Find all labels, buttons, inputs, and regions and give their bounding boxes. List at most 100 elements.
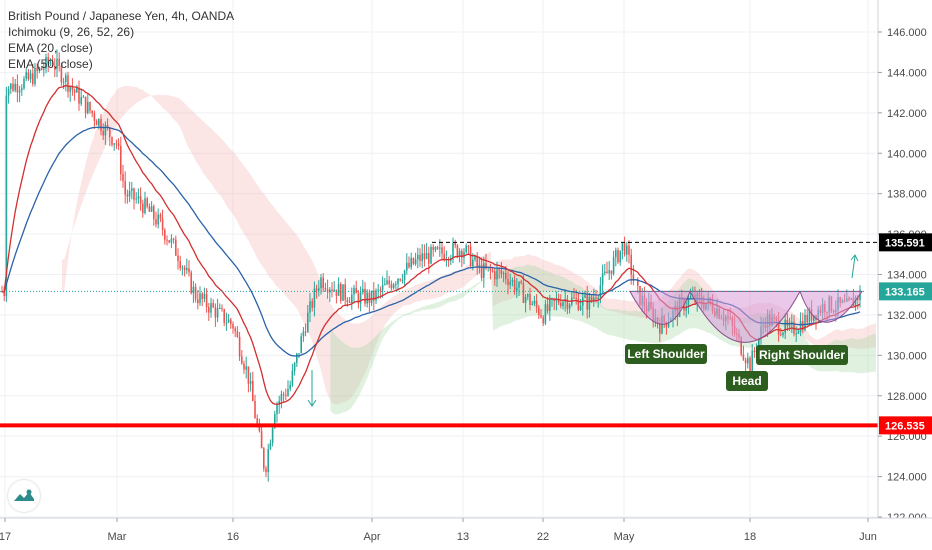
candle-body	[271, 427, 274, 444]
candle-body	[518, 281, 520, 288]
candle-body	[265, 468, 267, 473]
candle-body	[454, 243, 456, 246]
candle-body	[337, 283, 340, 296]
candle-body	[632, 274, 635, 280]
candle-body	[808, 308, 811, 323]
candle-body	[597, 297, 599, 300]
candle-body	[791, 321, 793, 324]
candle-body	[43, 68, 45, 70]
candle-body	[386, 280, 388, 285]
candle-body	[522, 283, 525, 303]
price-tick-label: 138.000	[887, 189, 927, 201]
pattern-shape	[799, 290, 863, 323]
candle-body	[480, 264, 483, 279]
down-arrow-icon	[307, 370, 317, 407]
candle-body	[208, 306, 210, 313]
candle-body	[425, 253, 428, 260]
candle-body	[153, 206, 155, 220]
candle-body	[73, 89, 76, 93]
candle-body	[155, 219, 157, 225]
candle-body	[529, 294, 531, 305]
candle-body	[7, 88, 10, 96]
candle-body	[432, 246, 434, 251]
candle-body	[489, 267, 492, 271]
candle-body	[747, 357, 749, 364]
head-label: Head	[726, 371, 768, 391]
candle-body	[538, 307, 540, 316]
candle-body	[588, 296, 591, 310]
candle-body	[509, 281, 511, 285]
candle-body	[137, 196, 140, 199]
candle-body	[749, 357, 751, 373]
candle-body	[797, 331, 800, 334]
candle-body	[238, 336, 241, 357]
candle-body	[366, 292, 368, 304]
candle-body	[784, 319, 786, 333]
candle-body	[324, 288, 327, 290]
candle-body	[786, 319, 789, 326]
candle-body	[659, 324, 661, 334]
candle-body	[441, 247, 443, 254]
candle-body	[274, 414, 276, 428]
candle-body	[557, 298, 560, 303]
candle-body	[601, 273, 604, 286]
candle-body	[392, 284, 395, 289]
horizontal-lines[interactable]	[0, 241, 878, 428]
candle-body	[87, 102, 89, 113]
candle-body	[285, 394, 287, 396]
candle-body	[661, 315, 663, 334]
candle-body	[309, 301, 311, 313]
candle-body	[210, 303, 212, 313]
candle-body	[573, 297, 575, 299]
candle-body	[500, 270, 503, 274]
candle-body	[483, 263, 485, 279]
candle-body	[619, 250, 621, 263]
candle-body	[194, 286, 197, 300]
candle-body	[544, 304, 547, 324]
candle-body	[423, 253, 426, 260]
candle-body	[144, 198, 146, 214]
candle-body	[590, 296, 593, 301]
candle-body	[577, 298, 580, 310]
candle-body	[443, 253, 445, 261]
candle-body	[188, 268, 190, 273]
time-axis[interactable]: 17 Mar 16 Apr 13 22 May 18 Jun	[0, 517, 932, 550]
price-tick-label: 140.000	[887, 148, 927, 160]
candle-body	[278, 400, 280, 405]
candle-body	[388, 280, 390, 285]
left-shoulder-label: Left Shoulder	[625, 344, 707, 364]
candle-body	[304, 331, 307, 333]
tradingview-logo[interactable]	[8, 480, 40, 512]
candle-body	[276, 404, 278, 415]
candle-body	[47, 57, 49, 64]
candle-body	[621, 243, 624, 251]
candle-body	[753, 350, 756, 353]
candle-body	[507, 279, 509, 285]
candle-body	[491, 270, 494, 272]
price-axis[interactable]: 146.000144.000142.000140.000138.000136.0…	[877, 0, 932, 524]
candle-body	[857, 296, 859, 301]
candle-body	[139, 196, 142, 204]
candle-body	[474, 256, 476, 260]
price-tick-label: 130.000	[887, 350, 927, 362]
candle-body	[205, 293, 208, 307]
time-tick-label: 16	[227, 531, 239, 543]
current-price-tag: 133.165	[879, 282, 932, 301]
candle-body	[98, 118, 100, 126]
candle-body	[373, 290, 375, 301]
candle-body	[436, 247, 439, 249]
candle-body	[322, 277, 324, 289]
pattern-shape	[629, 290, 691, 325]
candle-body	[25, 72, 27, 79]
candle-body	[247, 366, 250, 384]
candle-body	[65, 75, 67, 82]
candle-body	[181, 267, 184, 269]
candle-body	[566, 299, 569, 309]
candle-body	[38, 68, 41, 71]
candle-body	[469, 246, 472, 267]
candle-body	[575, 298, 577, 300]
left-shoulder-label-bg	[625, 344, 707, 364]
time-tick-label: 22	[537, 531, 549, 543]
candle-body	[150, 206, 153, 212]
